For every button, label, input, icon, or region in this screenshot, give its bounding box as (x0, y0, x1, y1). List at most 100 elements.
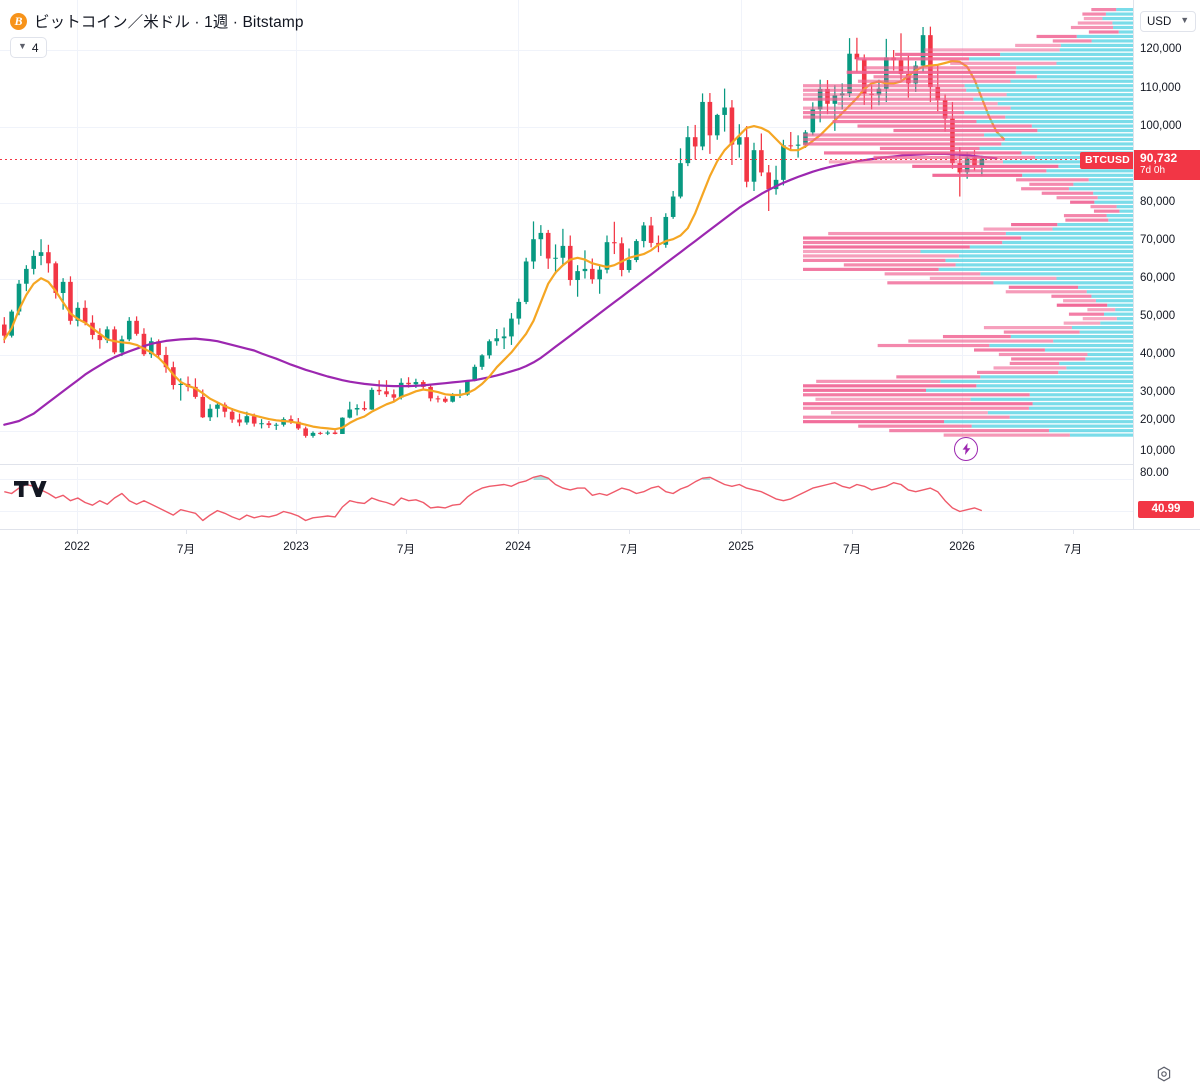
volume-profile-bar-left (1011, 357, 1086, 361)
settings-target-icon[interactable] (1156, 1066, 1172, 1087)
volume-profile-bar-left (983, 326, 1072, 330)
time-scale[interactable]: 2022 7月 2023 7月 2024 7月 2025 7月 2026 7月 (0, 529, 1200, 1082)
price-scale[interactable]: USD ▼ 120,000 110,000 100,000 80,000 70,000 6… (1133, 0, 1200, 529)
volume-profile-bar-left (803, 406, 1029, 410)
volume-profile-bar-right (1056, 276, 1133, 280)
candle-body (560, 245, 566, 258)
volume-profile-bar-right (1076, 34, 1133, 39)
volume-profile-bar-left (803, 267, 939, 271)
candle-body (685, 137, 691, 164)
ma-slow-line (3, 152, 998, 426)
volume-profile-bar-left (998, 352, 1088, 357)
legend-title-row[interactable]: B ビットコイン／米ドル · 1週 · Bitstamp (10, 8, 304, 34)
gridline-v (741, 467, 742, 529)
volume-profile-bar-left (803, 142, 1002, 146)
volume-profile-bar-right (944, 420, 1133, 424)
candle-body (538, 232, 544, 240)
candle-body (553, 257, 558, 259)
volume-profile-bar-left (912, 164, 1059, 168)
volume-profile-bar-right (1088, 178, 1133, 182)
candle-body (244, 416, 250, 423)
chevron-down-icon: ▼ (18, 41, 27, 51)
volume-profile-bar-left (828, 160, 1004, 164)
volume-profile-bar-left (1082, 12, 1106, 16)
candle-body (273, 424, 279, 426)
volume-profile-bar-right (1046, 169, 1133, 173)
candle-body (325, 432, 330, 434)
volume-profile-bar-left (803, 258, 946, 263)
volume-profile-bar-left (977, 370, 1059, 374)
volume-profile-bar-right (1010, 334, 1133, 339)
candle-body (340, 417, 345, 434)
volume-profile-bar-right (1010, 79, 1133, 83)
volume-profile-bar-left (1056, 303, 1108, 307)
time-tick-label: 7月 (843, 544, 861, 556)
volume-profile-bar-right (1031, 124, 1133, 128)
candle-body (156, 341, 161, 355)
candle-body (229, 411, 235, 420)
volume-profile-bar-left (803, 137, 1005, 142)
volume-profile-bar-left (896, 375, 981, 379)
candle-body (24, 268, 29, 284)
candle-body (479, 355, 485, 367)
candle-body (604, 242, 610, 270)
volume-profile-bar-right (1078, 285, 1133, 289)
volume-profile-bar-left (1016, 178, 1089, 182)
volume-profile-bar-right (955, 263, 1133, 267)
rsi-line (4, 474, 983, 522)
candle-body (435, 398, 441, 400)
volume-profile-bar-right (993, 281, 1133, 285)
time-tick (77, 530, 78, 534)
candle-body (626, 259, 632, 271)
volume-profile-bar-right (1106, 214, 1133, 218)
volume-profile-bar-right (1112, 21, 1133, 25)
volume-profile-bar-left (943, 433, 1070, 437)
price-pane[interactable] (0, 0, 1133, 462)
bitcoin-icon: B (10, 12, 27, 30)
volume-profile-bar-right (1006, 93, 1133, 97)
candle-body (207, 408, 213, 418)
price-tick-label: 70,000 (1140, 234, 1176, 246)
candle-body (332, 432, 338, 434)
gridline-h (0, 431, 1133, 432)
rsi-pane[interactable] (0, 467, 1133, 529)
volume-profile-bar-right (1113, 25, 1133, 30)
volume-profile-bar-right (1058, 370, 1133, 374)
volume-profile-bar-left (1052, 39, 1092, 43)
volume-profile-bar-left (803, 402, 1033, 406)
candle-body (31, 255, 36, 269)
tradingview-logo[interactable] (14, 481, 48, 508)
candle-body (766, 172, 771, 190)
candle-body (303, 428, 308, 436)
lightning-bolt-icon[interactable] (954, 437, 978, 461)
rsi-value-badge[interactable]: 40.99 (1138, 501, 1194, 518)
candle-body (376, 389, 382, 392)
candle-body (450, 395, 455, 402)
volume-profile-bar-left (1029, 182, 1074, 186)
volume-profile-bar-left (803, 384, 977, 388)
last-price-badge[interactable]: 90,732 7d 0h (1134, 150, 1200, 180)
candle-body (494, 338, 500, 342)
candle-body (266, 423, 272, 426)
volume-profile-bar-left (1063, 321, 1101, 325)
volume-profile-bar-right (1100, 321, 1133, 325)
currency-select[interactable]: USD ▼ (1140, 11, 1197, 32)
gridline-v (518, 467, 519, 529)
gridline-v (518, 0, 519, 462)
candle-body (648, 225, 654, 243)
volume-profile-bar-left (1068, 312, 1104, 316)
volume-profile-bar-left (942, 334, 1011, 339)
indicator-count-badge[interactable]: ▼ 4 (10, 37, 47, 58)
volume-profile-bar-right (938, 267, 1133, 271)
volume-profile-bar-right (1097, 196, 1133, 200)
volume-profile-bar-left (983, 227, 1053, 231)
volume-profile-bar-right (1068, 187, 1133, 191)
volume-profile-bar-left (1065, 218, 1109, 222)
volume-profile-bar-right (1005, 231, 1133, 236)
volume-profile-bar-left (823, 151, 1022, 155)
volume-profile-bar-right (1005, 115, 1133, 119)
volume-profile-bar-right (945, 258, 1133, 263)
volume-profile-bar-left (1077, 21, 1113, 25)
candle-body (391, 394, 397, 398)
